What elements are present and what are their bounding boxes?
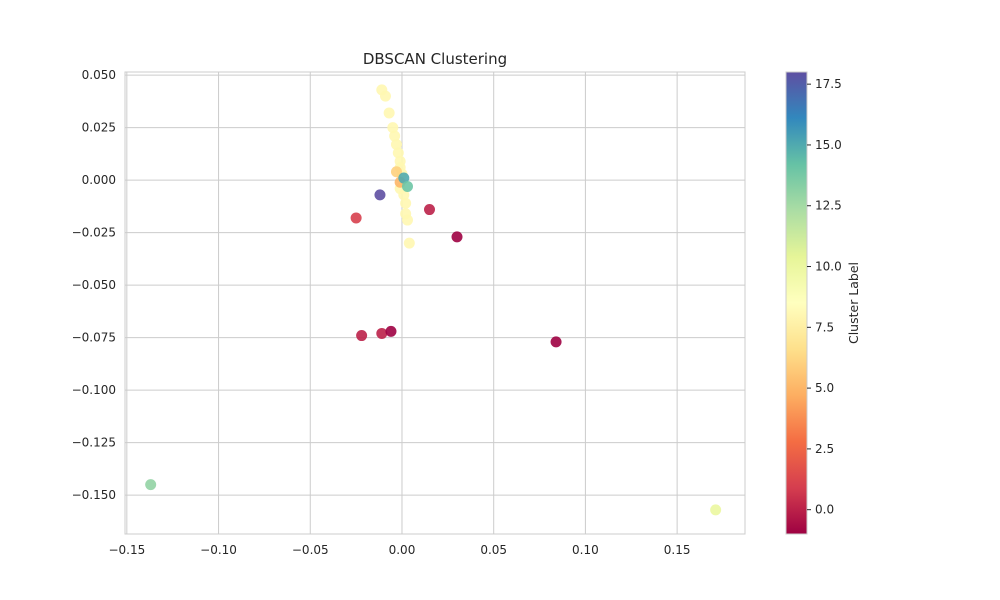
colorbar-label: Cluster Label: [846, 262, 861, 344]
y-tick-label: 0.050: [82, 68, 116, 82]
x-tick-label: −0.10: [200, 543, 237, 557]
scatter-point: [383, 107, 395, 119]
y-tick-label: −0.150: [72, 488, 116, 502]
scatter-point: [356, 330, 368, 342]
colorbar-tick-label: 0.0: [815, 503, 834, 517]
scatter-point: [376, 327, 388, 339]
scatter-point: [387, 122, 399, 134]
colorbar-tick-label: 2.5: [815, 442, 834, 456]
scatter-point: [390, 166, 402, 178]
y-tick-label: −0.100: [72, 383, 116, 397]
scatter-points: [145, 84, 722, 516]
scatter-point: [379, 90, 391, 102]
colorbar-tick-label: 10.0: [815, 260, 842, 274]
x-tick-label: 0.00: [389, 543, 416, 557]
scatter-point: [350, 212, 362, 224]
scatter-point: [403, 237, 415, 249]
scatter-point: [385, 325, 397, 337]
y-tick-label: 0.000: [82, 173, 116, 187]
grid-lines: [125, 72, 745, 534]
y-tick-label: −0.075: [72, 331, 116, 345]
scatter-point: [710, 504, 722, 516]
scatter-point: [550, 336, 562, 348]
colorbar-tick-label: 15.0: [815, 138, 842, 152]
y-tick-label: 0.025: [82, 121, 116, 135]
scatter-point: [374, 189, 386, 201]
y-tick-label: −0.025: [72, 226, 116, 240]
plot-frame: [124, 71, 746, 535]
colorbar-tick-label: 12.5: [815, 199, 842, 213]
colorbar: [785, 71, 808, 535]
chart-title: DBSCAN Clustering: [363, 50, 507, 68]
x-tick-label: 0.15: [664, 543, 691, 557]
colorbar-ticks: 0.0 2.5 5.0 7.5 10.0 12.5 15.0 17.5: [807, 77, 842, 517]
x-tick-label: 0.10: [572, 543, 599, 557]
y-axis-ticks: 0.050 0.025 0.000 −0.025 −0.050 −0.075 −0.100 −…: [72, 68, 116, 502]
scatter-point: [392, 147, 404, 159]
scatter-point: [398, 189, 410, 201]
colorbar-tick-label: 5.0: [815, 381, 834, 395]
scatter-point: [401, 180, 413, 192]
scatter-point: [398, 172, 410, 184]
scatter-point: [400, 197, 412, 209]
scatter-point: [451, 231, 463, 243]
colorbar-tick-label: 7.5: [815, 320, 834, 334]
x-axis-ticks: −0.15 −0.10 −0.05 0.00 0.05 0.10 0.15: [108, 543, 690, 557]
scatter-point: [401, 214, 413, 226]
scatter-point: [390, 138, 402, 150]
scatter-point: [145, 479, 157, 491]
x-tick-label: 0.05: [480, 543, 507, 557]
x-tick-label: −0.05: [292, 543, 329, 557]
scatter-point: [389, 130, 401, 142]
colorbar-tick-label: 17.5: [815, 77, 842, 91]
x-tick-label: −0.15: [108, 543, 145, 557]
y-tick-label: −0.125: [72, 436, 116, 450]
y-tick-label: −0.050: [72, 278, 116, 292]
scatter-point: [423, 204, 435, 216]
